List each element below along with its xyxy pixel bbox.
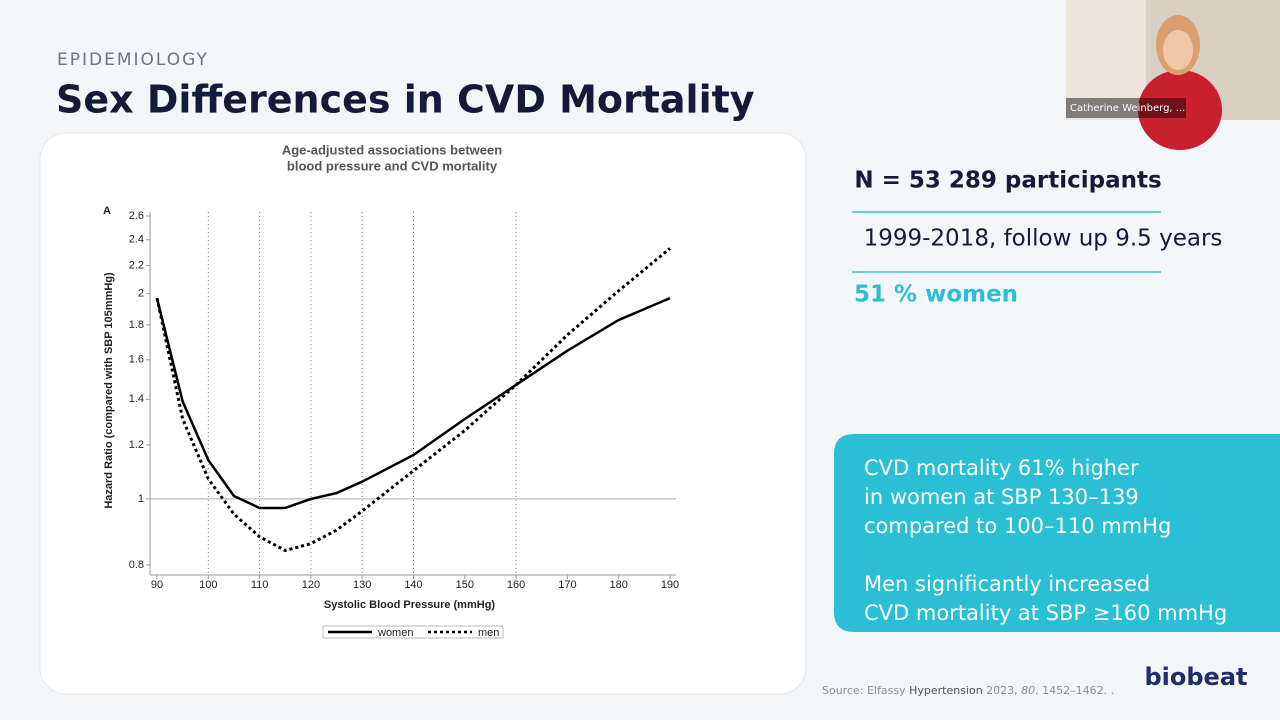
x-tick-label: 170 [558,579,576,591]
source-part: Hypertension [909,684,983,697]
person-body [1138,70,1222,150]
x-tick-label: 180 [610,579,628,591]
y-tick-label: 2.2 [129,259,144,271]
x-tick-label: 130 [353,579,371,591]
chart-title: blood pressure and CVD mortality [287,158,498,173]
source-part: Source: Elfassy [822,684,909,697]
callout: CVD mortality 61% higher in women at SBP … [864,456,1227,625]
y-tick-label: 1.8 [129,319,144,331]
chart-title: Age-adjusted associations between [282,142,502,157]
callout-line: compared to 100–110 mmHg [864,514,1171,538]
x-tick-label: 160 [507,579,525,591]
series-line [155,297,671,510]
person-face [1163,30,1193,70]
fact: N = 53 289 participants [854,168,1161,194]
source: Source: Elfassy Hypertension 2023, 80, 1… [822,684,1114,697]
logo: biobeat [1144,663,1247,691]
participant-name: Catherine Weinberg, ... [1070,103,1185,114]
fact: 1999-2018, follow up 9.5 years [864,226,1223,252]
y-tick-label: 1 [138,493,144,505]
x-tick-label: 100 [199,579,217,591]
kicker: EPIDEMIOLOGY [57,50,209,70]
source-part: , 1452–1462. . [1035,684,1114,697]
y-tick-label: 1.6 [129,354,144,366]
fact: 51 % women [854,282,1018,308]
y-tick-label: 1.2 [129,439,144,451]
video-wall [1066,0,1146,120]
y-tick-label: 2.4 [129,234,144,246]
y-tick-label: 0.8 [129,559,144,571]
callout-box [834,434,1280,632]
callout-line: CVD mortality 61% higher [864,456,1139,480]
x-tick-label: 190 [661,579,679,591]
x-axis-label: Systolic Blood Pressure (mmHg) [324,599,495,611]
source-part: 80 [1021,684,1035,697]
x-tick-label: 90 [151,579,163,591]
callout-line: Men significantly increased [864,572,1150,596]
y-axis-label: Hazard Ratio (compared with SBP 105mmHg) [103,272,115,509]
chart-card [39,132,807,695]
name-tag [1066,98,1186,118]
legend-label: women [377,627,413,639]
legend [322,625,504,639]
x-tick-label: 110 [251,579,269,591]
x-tick-label: 150 [456,579,474,591]
x-tick-label: 140 [404,579,422,591]
callout-line: CVD mortality at SBP ≥160 mmHg [864,601,1227,625]
y-tick-label: 2 [138,288,144,300]
y-tick-label: 1.4 [129,393,144,405]
legend-label: men [478,627,499,639]
x-tick-label: 120 [302,579,320,591]
y-tick-label: 2.6 [129,210,144,222]
source-part: 2023, [983,684,1021,697]
callout-line: in women at SBP 130–139 [864,485,1139,509]
slide-title: Sex Differences in CVD Mortality [56,78,755,122]
panel-label: A [103,205,111,217]
